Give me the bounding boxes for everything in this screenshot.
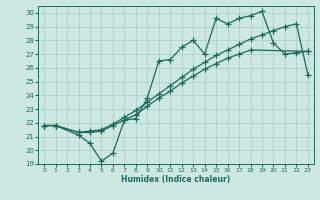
X-axis label: Humidex (Indice chaleur): Humidex (Indice chaleur)	[121, 175, 231, 184]
